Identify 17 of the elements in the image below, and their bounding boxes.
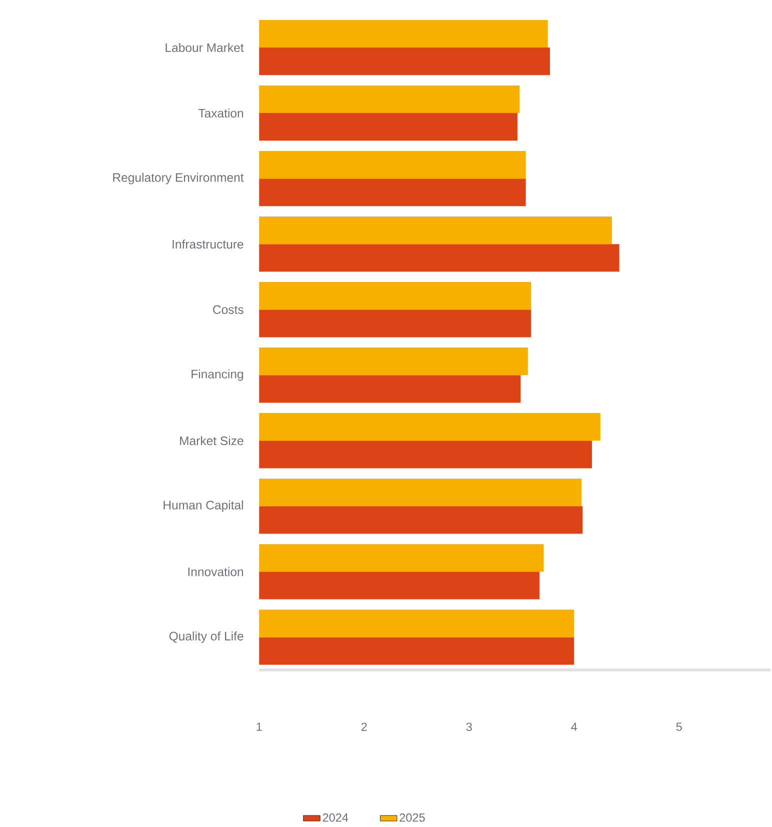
y-tick-label: Innovation [188, 567, 244, 576]
y-tick-label: Market Size [180, 436, 244, 446]
x-tick-label: 4 [571, 722, 578, 731]
x-tick-label: 5 [676, 722, 682, 731]
x-tick-label: 2 [361, 722, 367, 731]
y-tick-label: Financing [192, 369, 244, 381]
x-tick-label: 1 [256, 722, 262, 731]
y-tick-label: Infrastructure [172, 240, 244, 249]
legend-label: 2024 [322, 813, 348, 822]
x-tick-label: 3 [466, 722, 472, 732]
y-tick-label: Costs [213, 305, 244, 314]
legend-label: 2025 [400, 813, 425, 822]
y-tick-label: Regulatory Environment [113, 172, 244, 184]
y-tick-label: Taxation [198, 108, 244, 118]
y-tick-label: Quality of Life [169, 631, 244, 643]
y-tick-label: Labour Market [166, 43, 244, 52]
y-tick-label: Human Capital [164, 500, 244, 512]
